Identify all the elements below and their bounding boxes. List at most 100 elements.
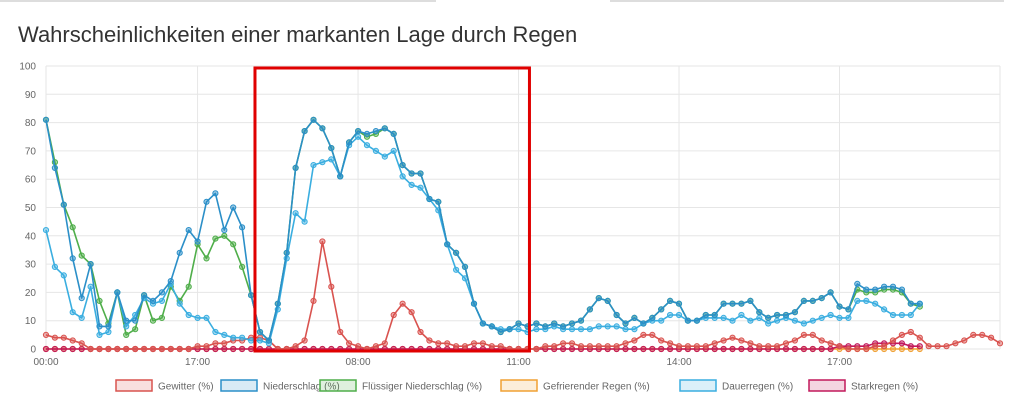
data-point[interactable]	[185, 283, 192, 290]
data-point[interactable]	[551, 343, 558, 350]
data-point[interactable]	[51, 345, 59, 353]
legend-item[interactable]: Starkregen (%)	[808, 379, 918, 393]
data-point[interactable]	[791, 317, 799, 324]
data-point[interactable]	[898, 345, 906, 353]
data-point[interactable]	[363, 142, 371, 149]
data-point[interactable]	[212, 328, 219, 336]
data-point[interactable]	[970, 331, 977, 338]
data-point[interactable]	[328, 145, 335, 152]
data-point[interactable]	[346, 340, 353, 347]
data-point[interactable]	[827, 340, 834, 347]
data-point[interactable]	[854, 280, 861, 287]
data-point[interactable]	[114, 345, 121, 353]
data-point[interactable]	[693, 317, 701, 324]
data-point[interactable]	[96, 331, 103, 338]
data-point[interactable]	[774, 317, 781, 324]
data-point[interactable]	[212, 345, 219, 353]
data-point[interactable]	[256, 337, 264, 344]
data-point[interactable]	[212, 190, 219, 197]
data-point[interactable]	[818, 295, 825, 302]
data-point[interactable]	[292, 164, 299, 172]
data-point[interactable]	[631, 314, 638, 321]
data-point[interactable]	[194, 343, 201, 350]
data-point[interactable]	[667, 297, 674, 304]
data-point[interactable]	[693, 343, 701, 350]
data-point[interactable]	[453, 343, 460, 350]
data-point[interactable]	[577, 317, 585, 324]
data-point[interactable]	[141, 345, 148, 353]
data-point[interactable]	[898, 331, 906, 338]
data-point[interactable]	[417, 328, 424, 336]
data-point[interactable]	[613, 343, 620, 350]
data-point[interactable]	[863, 297, 870, 304]
data-point[interactable]	[952, 340, 959, 347]
data-point[interactable]	[765, 343, 772, 350]
data-point[interactable]	[881, 306, 888, 313]
data-point[interactable]	[453, 249, 460, 256]
data-point[interactable]	[684, 343, 692, 350]
data-point[interactable]	[595, 323, 602, 330]
data-point[interactable]	[667, 311, 674, 319]
data-point[interactable]	[355, 133, 362, 140]
data-point[interactable]	[907, 300, 914, 307]
data-point[interactable]	[194, 238, 201, 245]
data-point[interactable]	[631, 337, 638, 344]
data-point[interactable]	[78, 345, 85, 353]
data-point[interactable]	[765, 320, 772, 327]
data-point[interactable]	[453, 266, 460, 273]
data-point[interactable]	[658, 306, 665, 313]
data-point[interactable]	[809, 317, 816, 324]
data-point[interactable]	[622, 345, 629, 353]
data-point[interactable]	[239, 345, 246, 353]
data-point[interactable]	[381, 153, 388, 160]
data-point[interactable]	[426, 337, 433, 344]
data-point[interactable]	[577, 343, 585, 350]
data-point[interactable]	[69, 224, 76, 231]
data-point[interactable]	[221, 331, 228, 338]
data-point[interactable]	[221, 345, 228, 353]
data-point[interactable]	[176, 345, 183, 353]
data-point[interactable]	[123, 317, 130, 324]
data-point[interactable]	[185, 227, 192, 234]
data-point[interactable]	[310, 162, 317, 169]
data-point[interactable]	[667, 340, 674, 347]
data-point[interactable]	[301, 218, 308, 225]
data-point[interactable]	[845, 345, 852, 353]
data-point[interactable]	[827, 345, 834, 353]
data-point[interactable]	[863, 286, 870, 293]
data-point[interactable]	[292, 210, 299, 217]
data-point[interactable]	[898, 286, 906, 293]
data-point[interactable]	[399, 162, 406, 169]
data-point[interactable]	[684, 317, 692, 324]
data-point[interactable]	[355, 343, 362, 350]
data-point[interactable]	[595, 343, 602, 350]
data-point[interactable]	[479, 320, 486, 327]
data-point[interactable]	[586, 326, 594, 333]
data-point[interactable]	[248, 292, 255, 299]
data-point[interactable]	[230, 241, 237, 248]
data-point[interactable]	[470, 300, 478, 307]
data-point[interactable]	[390, 311, 397, 319]
data-point[interactable]	[114, 289, 121, 296]
data-point[interactable]	[78, 295, 85, 302]
data-point[interactable]	[123, 345, 130, 353]
data-point[interactable]	[934, 343, 941, 350]
data-point[interactable]	[631, 326, 638, 333]
data-point[interactable]	[408, 170, 415, 177]
data-point[interactable]	[791, 309, 799, 316]
data-point[interactable]	[827, 289, 834, 296]
data-point[interactable]	[488, 343, 495, 350]
data-point[interactable]	[69, 345, 76, 353]
data-point[interactable]	[497, 328, 504, 336]
data-point[interactable]	[836, 343, 843, 350]
data-point[interactable]	[212, 235, 219, 242]
data-point[interactable]	[702, 311, 709, 319]
data-point[interactable]	[738, 337, 745, 344]
data-point[interactable]	[239, 224, 246, 231]
data-point[interactable]	[845, 306, 852, 313]
data-point[interactable]	[158, 345, 165, 353]
data-point[interactable]	[836, 314, 843, 321]
data-point[interactable]	[194, 314, 201, 321]
data-point[interactable]	[631, 345, 638, 353]
data-point[interactable]	[42, 345, 50, 353]
